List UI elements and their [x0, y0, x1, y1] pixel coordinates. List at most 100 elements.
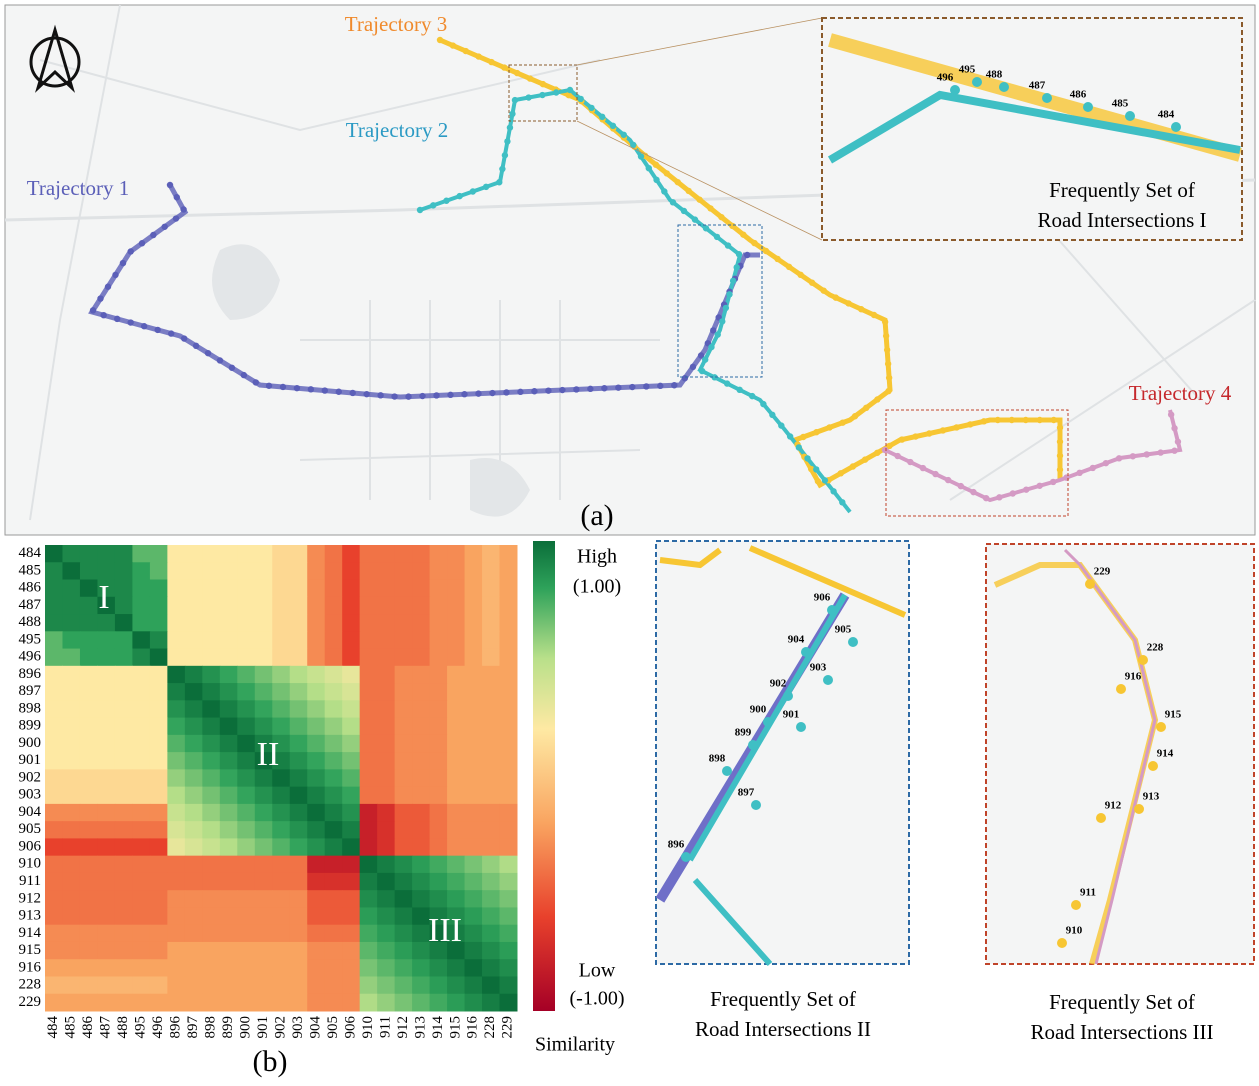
inset-frame — [656, 541, 909, 964]
trajectory-dot — [967, 421, 973, 427]
heatmap-cell — [360, 666, 378, 684]
trajectory-dot — [475, 390, 481, 396]
intersection-label: 916 — [1125, 671, 1142, 683]
heatmap-cell — [132, 942, 150, 960]
trajectory-dot — [475, 53, 481, 59]
trajectory-dot — [981, 418, 987, 424]
heatmap-cell — [45, 994, 63, 1012]
heatmap-cell — [500, 614, 518, 632]
intersection-label: 914 — [1157, 748, 1174, 760]
heatmap-cell — [482, 976, 500, 994]
heatmap-cell — [167, 666, 185, 684]
trajectory-dot — [940, 427, 946, 433]
heatmap-cell — [342, 666, 360, 684]
trajectory-dot — [167, 182, 173, 188]
trajectory-dot — [489, 390, 495, 396]
heatmap-cell — [377, 787, 395, 805]
heatmap-cell — [325, 752, 343, 770]
heatmap-cell — [307, 597, 325, 615]
trajectory-dot — [874, 450, 880, 456]
heatmap-cell — [360, 994, 378, 1012]
intersection-label: 496 — [937, 72, 954, 84]
heatmap-cell — [307, 994, 325, 1012]
heatmap-cell — [202, 907, 220, 925]
trajectory-dot — [567, 87, 573, 93]
heatmap-cell — [482, 649, 500, 667]
heatmap-cell — [342, 562, 360, 580]
heatmap-cell — [97, 631, 115, 649]
trajectory-dot — [531, 388, 537, 394]
heatmap-cell — [80, 666, 98, 684]
heatmap-cell — [62, 700, 80, 718]
heatmap-cell — [465, 925, 483, 943]
heatmap-cell — [97, 769, 115, 787]
trajectory-dot — [953, 424, 959, 430]
heatmap-cell — [62, 925, 80, 943]
heatmap-cell — [307, 787, 325, 805]
row-label: 229 — [19, 994, 42, 1010]
trajectory-dot — [996, 494, 1002, 500]
trajectory-dot — [885, 388, 891, 394]
heatmap-cell — [395, 787, 413, 805]
trajectory-dot — [127, 319, 133, 325]
trajectory-dot — [601, 385, 607, 391]
heatmap-cell — [185, 631, 203, 649]
heatmap-cell — [167, 718, 185, 736]
heatmap-cell — [167, 942, 185, 960]
heatmap-cell — [150, 838, 168, 856]
heatmap-cell — [290, 580, 308, 598]
heatmap-cell — [220, 580, 238, 598]
trajectory-dot — [573, 386, 579, 392]
heatmap-cell — [115, 925, 133, 943]
heatmap-cell — [500, 959, 518, 977]
heatmap-cell — [482, 700, 500, 718]
trajectory-dot — [692, 216, 698, 222]
intersection-label: 898 — [709, 753, 726, 765]
heatmap-cell — [220, 821, 238, 839]
heatmap-cell — [412, 649, 430, 667]
intersection-label: 488 — [986, 69, 1003, 81]
heatmap-cell — [290, 804, 308, 822]
heatmap-cell — [290, 787, 308, 805]
heatmap-cell — [97, 959, 115, 977]
heatmap-cell — [62, 545, 80, 563]
heatmap-cell — [500, 890, 518, 908]
heatmap-cell — [290, 700, 308, 718]
trajectory-dot — [193, 343, 199, 349]
heatmap-cell — [342, 580, 360, 598]
col-label: 901 — [255, 1016, 271, 1039]
intersection-label: 904 — [788, 634, 805, 646]
heatmap-cell — [377, 545, 395, 563]
heatmap-cell — [500, 873, 518, 891]
heatmap-cell — [377, 890, 395, 908]
heatmap-cell — [412, 890, 430, 908]
trajectory-dot — [499, 166, 505, 172]
heatmap-cell — [62, 562, 80, 580]
heatmap-cell — [45, 890, 63, 908]
trajectory-dot — [852, 413, 858, 419]
heatmap-cell — [500, 787, 518, 805]
trajectory-dot — [682, 375, 688, 381]
row-label: 913 — [19, 908, 42, 924]
heatmap-cell — [395, 545, 413, 563]
heatmap-cell — [290, 959, 308, 977]
heatmap-cell — [255, 545, 273, 563]
heatmap-cell — [202, 597, 220, 615]
heatmap-cell — [97, 907, 115, 925]
heatmap-cell — [307, 614, 325, 632]
heatmap-cell — [447, 890, 465, 908]
row-label: 916 — [19, 959, 42, 975]
heatmap-cell — [307, 959, 325, 977]
trajectory-dot — [512, 97, 518, 103]
heatmap-cell — [290, 597, 308, 615]
trajectory-dot — [161, 224, 167, 230]
heatmap-cell — [377, 856, 395, 874]
heatmap-cell — [500, 545, 518, 563]
heatmap-cell — [377, 959, 395, 977]
heatmap-cell — [307, 838, 325, 856]
heatmap-cell — [325, 821, 343, 839]
heatmap-cell — [412, 718, 430, 736]
heatmap-cell — [325, 856, 343, 874]
heatmap-cell — [272, 649, 290, 667]
trajectory-dot — [629, 384, 635, 390]
